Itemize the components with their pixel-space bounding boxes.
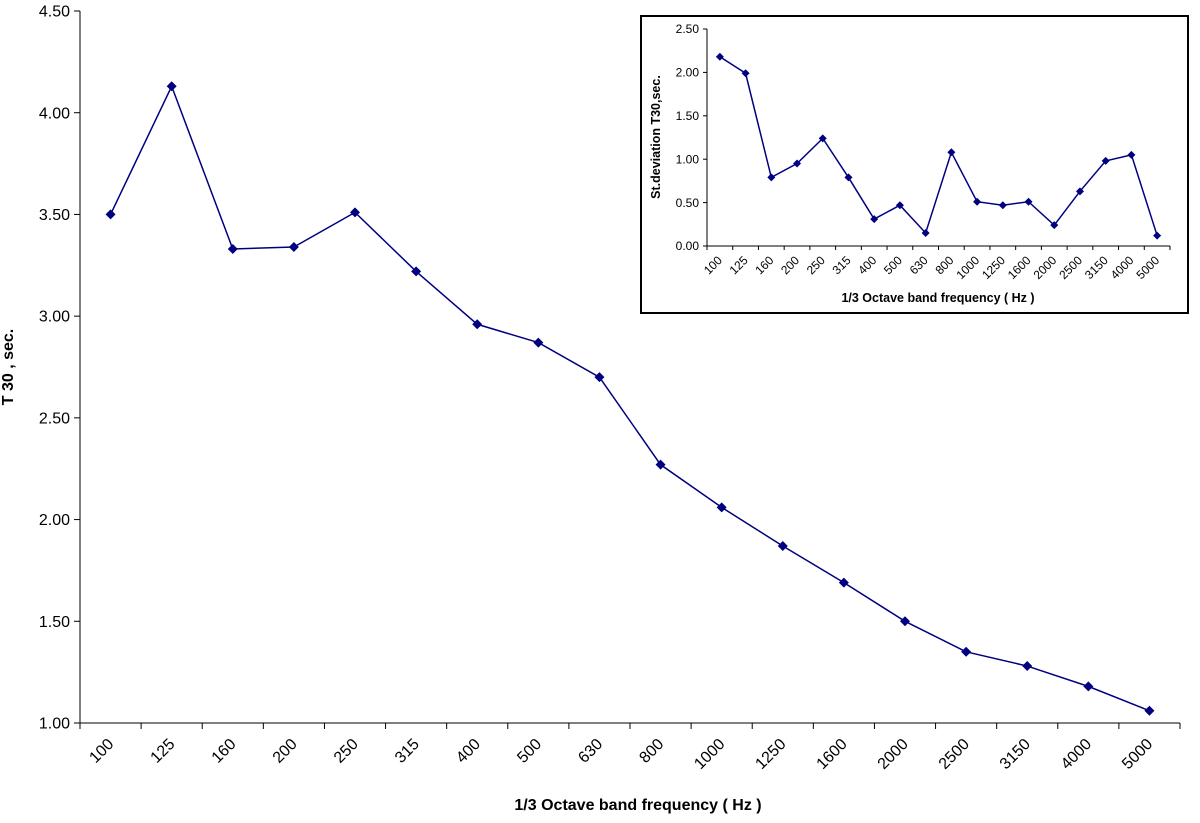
main-data-point — [472, 319, 483, 330]
main-x-tick-label: 315 — [392, 736, 423, 767]
main-data-point — [594, 372, 605, 383]
main-x-tick-label: 4000 — [1058, 736, 1095, 773]
main-data-point — [166, 81, 177, 92]
inset-data-point — [1024, 197, 1033, 206]
main-x-tick-label: 800 — [636, 736, 667, 767]
main-y-tick-label: 1.00 — [39, 716, 70, 733]
main-data-point — [961, 646, 972, 657]
inset-data-point — [818, 134, 827, 143]
main-x-tick-label: 400 — [453, 736, 484, 767]
inset-data-point — [767, 173, 776, 182]
inset-data-point — [998, 201, 1007, 210]
main-y-tick-label: 2.50 — [39, 410, 70, 427]
main-data-point — [900, 616, 910, 627]
main-y-tick-label: 4.00 — [39, 105, 70, 122]
main-x-tick-label: 100 — [86, 736, 117, 767]
main-data-point — [411, 266, 422, 277]
main-x-tick-label: 5000 — [1119, 736, 1156, 773]
inset-data-point — [973, 197, 982, 206]
main-data-point — [288, 241, 299, 252]
main-data-point — [1022, 661, 1033, 672]
main-data-point — [350, 207, 360, 218]
inset-series-line — [719, 56, 1158, 236]
inset-data-point — [1075, 187, 1084, 196]
inset-data-point — [870, 215, 879, 224]
inset-data-point — [793, 159, 802, 168]
main-y-tick-label: 1.50 — [39, 614, 70, 631]
main-x-tick-label: 250 — [331, 736, 362, 767]
main-data-point — [1144, 705, 1155, 716]
main-y-tick-label: 3.50 — [39, 207, 70, 224]
main-data-point — [105, 209, 116, 220]
inset-data-point — [947, 148, 956, 157]
inset-x-axis-title: 1/3 Octave band frequency ( Hz ) — [841, 291, 1034, 305]
inset-data-point — [1101, 156, 1110, 165]
main-data-point — [716, 502, 727, 513]
main-y-axis-title: T 30 , sec. — [0, 329, 17, 406]
main-x-tick-label: 160 — [209, 736, 240, 767]
inset-data-point — [1127, 150, 1136, 159]
inset-data-point — [921, 228, 930, 237]
main-x-tick-label: 1600 — [814, 736, 851, 773]
main-x-tick-label: 500 — [514, 736, 545, 767]
main-data-point — [1083, 681, 1094, 692]
main-series-line — [109, 84, 1150, 712]
inset-data-point — [844, 173, 853, 182]
main-x-tick-label: 1250 — [752, 736, 789, 773]
inset-data-point — [741, 69, 750, 78]
main-x-tick-label: 630 — [575, 736, 606, 767]
main-data-point — [533, 337, 544, 348]
inset-y-tick-label: 1.50 — [676, 109, 700, 123]
main-x-tick-label: 1000 — [691, 736, 728, 773]
inset-data-point — [715, 52, 724, 61]
main-y-tick-label: 3.00 — [39, 309, 70, 326]
inset-data-point — [1153, 231, 1162, 240]
main-x-tick-label: 2500 — [936, 736, 973, 773]
main-x-tick-label: 200 — [270, 736, 301, 767]
main-x-tick-label: 3150 — [997, 736, 1034, 773]
main-y-tick-label: 4.50 — [39, 4, 70, 21]
inset-y-tick-label: 0.50 — [676, 196, 700, 210]
main-data-point — [227, 244, 238, 255]
main-x-tick-label: 2000 — [875, 736, 912, 773]
inset-y-tick-label: 1.00 — [676, 152, 700, 166]
main-data-point — [777, 541, 788, 552]
inset-data-point — [895, 201, 904, 210]
inset-y-tick-label: 2.50 — [676, 22, 700, 36]
main-data-point — [655, 459, 666, 470]
main-y-tick-label: 2.00 — [39, 512, 70, 529]
inset-y-tick-label: 2.00 — [676, 66, 700, 80]
main-x-tick-label: 125 — [148, 736, 179, 767]
main-x-axis-title: 1/3 Octave band frequency ( Hz ) — [514, 797, 761, 814]
inset-data-point — [1050, 221, 1059, 230]
inset-y-tick-label: 0.00 — [676, 239, 700, 253]
inset-y-axis-title: St.deviation T30,sec. — [649, 75, 663, 199]
main-data-point — [838, 577, 849, 588]
